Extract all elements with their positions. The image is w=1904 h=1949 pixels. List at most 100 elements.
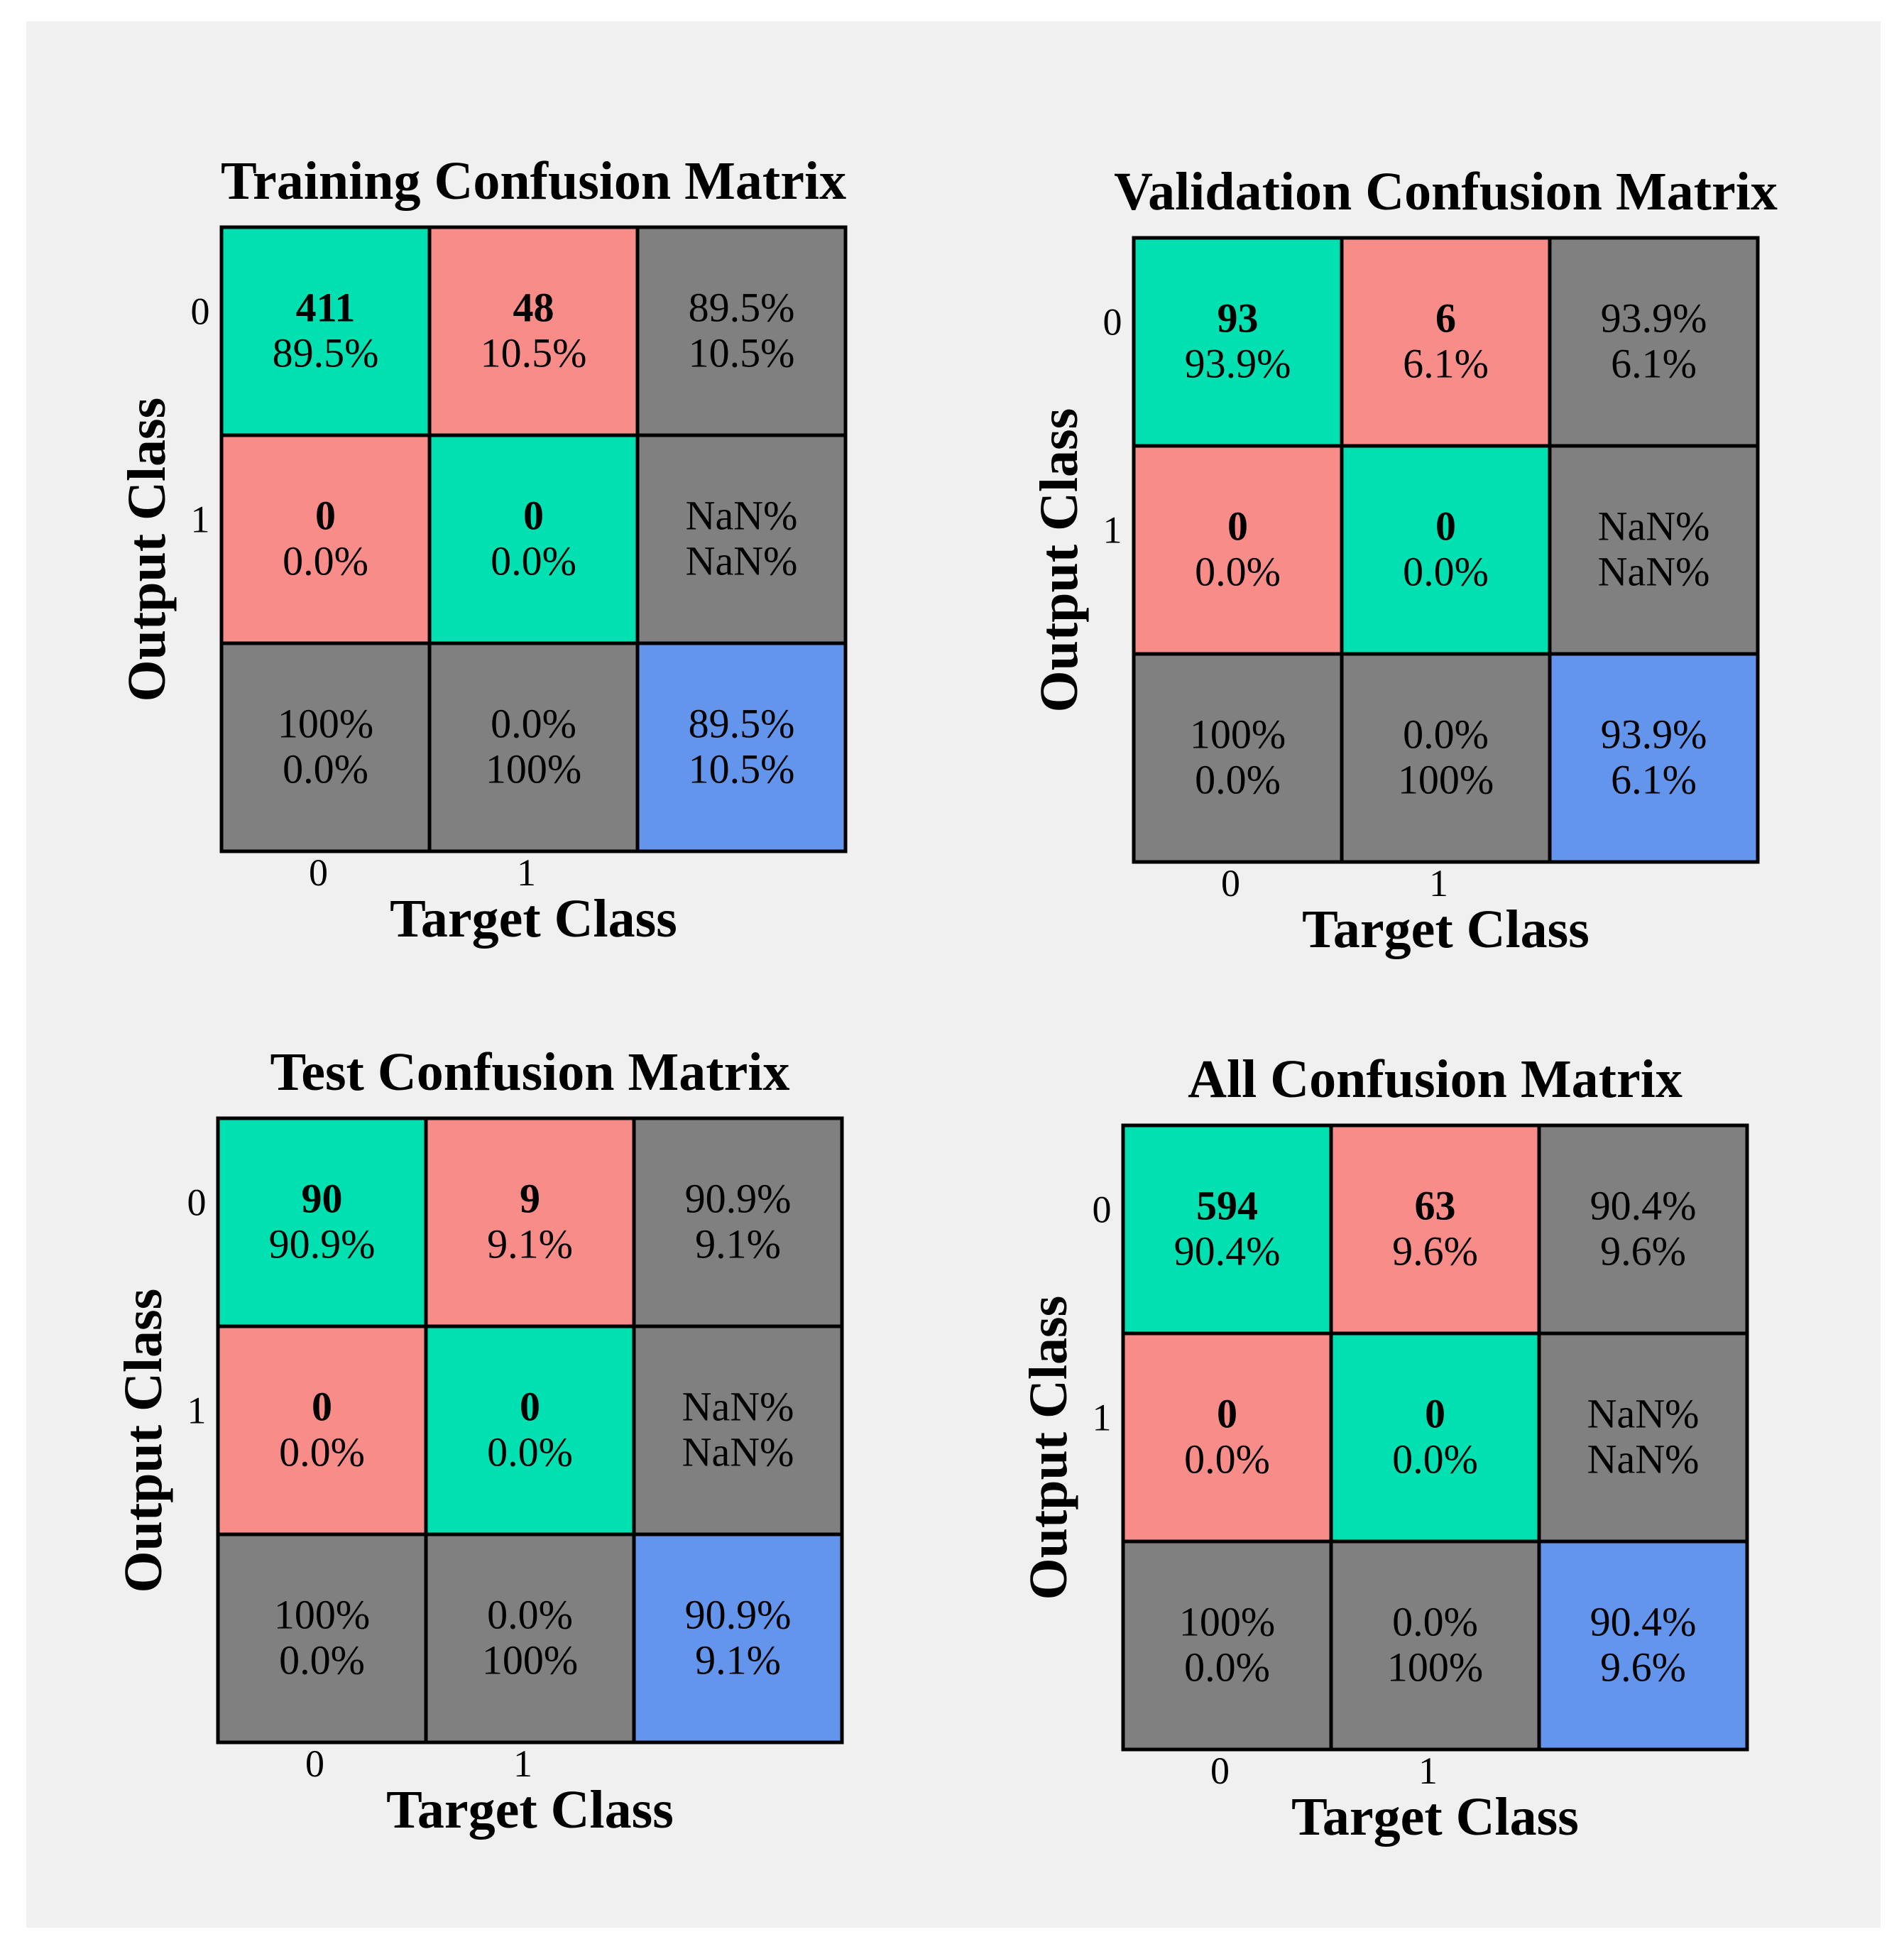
cell-count: 6 bbox=[1435, 295, 1456, 342]
matrix-cell-summary: 100%0.0% bbox=[216, 1532, 428, 1745]
cell-count: 48 bbox=[513, 285, 554, 331]
confusion-matrix-plot: Test Confusion Matrix9090.9%99.1%90.9%9.… bbox=[114, 1042, 844, 1840]
cell-count: 0 bbox=[1425, 1391, 1445, 1437]
matrix-cell-summary: 100%0.0% bbox=[219, 641, 432, 853]
cell-fill bbox=[424, 1116, 636, 1328]
cell-percent: 93.9% bbox=[1185, 341, 1291, 387]
cell-percent-top: 100% bbox=[1179, 1599, 1275, 1645]
cell-fill bbox=[427, 641, 640, 853]
cell-percent: 90.4% bbox=[1174, 1228, 1281, 1274]
cell-percent-bottom: 6.1% bbox=[1611, 341, 1697, 387]
cell-percent-bottom: 9.1% bbox=[695, 1637, 781, 1683]
x-axis-label: Target Class bbox=[390, 889, 677, 949]
cell-percent-top: 100% bbox=[1190, 711, 1286, 758]
cell-fill bbox=[1132, 652, 1344, 864]
matrix-cell-incorrect: 639.6% bbox=[1329, 1123, 1541, 1336]
matrix-cell-correct: 00.0% bbox=[424, 1324, 636, 1536]
cell-fill bbox=[424, 1324, 636, 1536]
matrix-cell-summary: NaN%NaN% bbox=[1548, 444, 1760, 656]
cell-percent-top: 0.0% bbox=[1403, 711, 1489, 758]
cell-count: 9 bbox=[520, 1176, 540, 1222]
cell-percent-bottom: 100% bbox=[1387, 1644, 1483, 1691]
y-tick-label: 0 bbox=[187, 1181, 207, 1224]
cell-percent: 0.0% bbox=[279, 1429, 365, 1475]
cell-percent: 0.0% bbox=[487, 1429, 573, 1475]
cell-fill bbox=[635, 225, 848, 437]
cell-fill bbox=[219, 641, 432, 853]
matrix-cell-incorrect: 00.0% bbox=[216, 1324, 428, 1536]
cell-fill bbox=[1548, 652, 1760, 864]
y-axis-label: Output Class bbox=[117, 398, 177, 702]
matrix-cell-summary: 0.0%100% bbox=[1340, 652, 1552, 864]
cell-percent-top: 0.0% bbox=[487, 1592, 573, 1638]
cell-percent-bottom: 9.6% bbox=[1600, 1644, 1686, 1691]
cell-percent: 9.6% bbox=[1392, 1228, 1478, 1274]
confusion-matrix-plot: All Confusion Matrix59490.4%639.6%90.4%9… bbox=[1019, 1049, 1749, 1847]
matrix-cell-correct: 00.0% bbox=[427, 433, 640, 645]
y-tick-label: 1 bbox=[1093, 1397, 1112, 1439]
x-axis-label: Target Class bbox=[1291, 1787, 1579, 1847]
x-tick-label: 1 bbox=[1418, 1749, 1438, 1792]
chart-title: Test Confusion Matrix bbox=[270, 1042, 790, 1102]
cell-count: 0 bbox=[520, 1384, 540, 1430]
cell-percent: 90.9% bbox=[269, 1221, 376, 1267]
x-tick-label: 1 bbox=[513, 1742, 532, 1785]
cell-fill bbox=[1132, 236, 1344, 448]
x-tick-label: 0 bbox=[1210, 1749, 1230, 1792]
cell-percent-bottom: 10.5% bbox=[689, 330, 795, 376]
matrix-cell-correct: 00.0% bbox=[1340, 444, 1552, 656]
x-tick-label: 1 bbox=[1429, 862, 1448, 905]
cell-fill bbox=[1537, 1331, 1749, 1544]
matrix-cell-summary: 100%0.0% bbox=[1121, 1539, 1333, 1752]
all-confusion-matrix: All Confusion Matrix 594 90.4% 63 9.6% 90.4% 9… bbox=[999, 1026, 1851, 1847]
cell-percent: 0.0% bbox=[1184, 1436, 1270, 1483]
cell-fill bbox=[427, 225, 640, 437]
cell-percent-bottom: 100% bbox=[486, 746, 581, 792]
matrix-cell-summary: NaN%NaN% bbox=[632, 1324, 844, 1536]
cell-fill bbox=[1340, 652, 1552, 864]
cell-percent-bottom: 6.1% bbox=[1611, 757, 1697, 803]
confusion-matrix-plot: Validation Confusion Matrix9393.9%66.1%9… bbox=[1029, 162, 1778, 959]
cell-percent-bottom: 0.0% bbox=[1195, 757, 1281, 803]
cell-fill bbox=[216, 1116, 428, 1328]
cell-percent-top: 0.0% bbox=[1392, 1599, 1478, 1645]
cell-count: 0 bbox=[315, 493, 336, 539]
cell-fill bbox=[1537, 1539, 1749, 1752]
test-confusion-matrix: Test Confusion Matrix 90 90.9% 9 9.1% 90.9% 9.… bbox=[94, 1019, 946, 1840]
y-tick-label: 1 bbox=[187, 1390, 207, 1432]
validation-confusion-matrix: Validation Confusion Matrix 93 93.9% 6 6.1% 9… bbox=[1010, 138, 1861, 959]
confusion-matrix-plot: Training Confusion Matrix41189.5%4810.5%… bbox=[117, 151, 848, 949]
matrix-cell-incorrect: 00.0% bbox=[1132, 444, 1344, 656]
cell-count: 63 bbox=[1415, 1183, 1456, 1229]
matrix-cell-summary: NaN%NaN% bbox=[1537, 1331, 1749, 1544]
figure-background: Training Confusion Matrix 411 89.5% 48 10.5%… bbox=[26, 21, 1881, 1928]
cell-percent-bottom: NaN% bbox=[1598, 549, 1710, 595]
matrix-cells: 9393.9%66.1%93.9%6.1%00.0%00.0%NaN%NaN%1… bbox=[1132, 236, 1760, 864]
cell-percent-bottom: 100% bbox=[1398, 757, 1494, 803]
cell-percent-bottom: NaN% bbox=[686, 538, 798, 584]
cell-percent-bottom: 0.0% bbox=[283, 746, 368, 792]
cell-count: 90 bbox=[302, 1176, 343, 1222]
cell-fill bbox=[632, 1532, 844, 1745]
chart-title: All Confusion Matrix bbox=[1188, 1049, 1683, 1109]
x-tick-label: 1 bbox=[517, 851, 536, 894]
cell-percent: 10.5% bbox=[481, 330, 587, 376]
cell-count: 0 bbox=[312, 1384, 332, 1430]
cell-percent-bottom: 0.0% bbox=[1184, 1644, 1270, 1691]
cell-count: 93 bbox=[1218, 295, 1259, 342]
cell-percent-bottom: 9.6% bbox=[1600, 1228, 1686, 1274]
cell-fill bbox=[1340, 444, 1552, 656]
cell-fill bbox=[1329, 1123, 1541, 1336]
cell-percent-top: NaN% bbox=[682, 1384, 794, 1430]
cell-fill bbox=[1121, 1123, 1333, 1336]
cell-percent: 0.0% bbox=[1195, 549, 1281, 595]
cell-percent: 0.0% bbox=[283, 538, 368, 584]
cell-fill bbox=[219, 225, 432, 437]
chart-title: Training Confusion Matrix bbox=[221, 151, 846, 211]
cell-fill bbox=[216, 1532, 428, 1745]
matrix-cell-summary: 93.9%6.1% bbox=[1548, 236, 1760, 448]
